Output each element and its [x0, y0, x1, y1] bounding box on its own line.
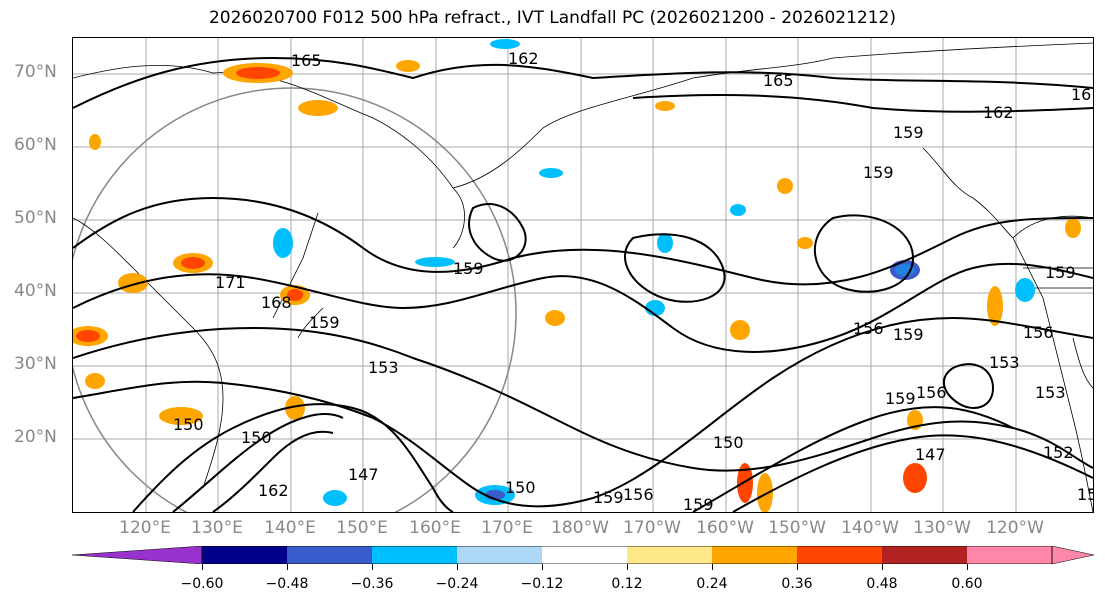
contour-label: 159: [863, 163, 894, 182]
contour-label: 16: [1071, 85, 1091, 104]
contour-label: 152: [1043, 443, 1074, 462]
colorbar-tick-label: −0.36: [350, 576, 394, 592]
colorbar-segment: [882, 546, 967, 564]
contour-label: 159: [309, 313, 340, 332]
lon-label: 120°E: [119, 518, 171, 538]
contour-label: 156: [916, 383, 947, 402]
contour-label: 159: [885, 389, 916, 408]
colorbar-segment: [542, 546, 627, 564]
map-title: 2026020700 F012 500 hPa refract., IVT La…: [208, 8, 896, 28]
contour-label: 156: [853, 319, 884, 338]
lon-label: 180°W: [551, 518, 609, 538]
lat-label-60n: 60°N: [14, 135, 57, 155]
colorbar-segment: [202, 546, 287, 564]
contour-label: 159: [893, 123, 924, 142]
lon-label: 150°E: [336, 518, 388, 538]
colorbar-tick-mark: [797, 564, 798, 570]
colorbar-tick-mark: [967, 564, 968, 570]
colorbar-segment: [287, 546, 372, 564]
contour-label: 165: [291, 51, 322, 70]
region-circle: [73, 87, 517, 512]
colorbar-segment: [712, 546, 797, 564]
colorbar-under-arrow: [72, 546, 203, 564]
contour-label: 159: [1045, 263, 1076, 282]
lon-label: 130°W: [913, 518, 971, 538]
contour-label: 153: [368, 358, 399, 377]
colorbar-tick-mark: [457, 564, 458, 570]
lat-label-20n: 20°N: [14, 427, 57, 447]
refractivity-contours: [73, 56, 1093, 512]
map-canvas: 165 162 165 162 16 159 159 171 168 159 1…: [73, 38, 1093, 512]
contour-label: 147: [348, 465, 379, 484]
colorbar-over-arrow: [1051, 546, 1094, 564]
contour-label: 150: [173, 415, 204, 434]
contour-label: 162: [258, 481, 289, 500]
colorbar-tick-label: −0.60: [180, 576, 224, 592]
coastlines: [73, 42, 1093, 512]
colorbar-tick-label: 0.24: [696, 576, 728, 592]
contour-label: 159: [893, 325, 924, 344]
lat-label-40n: 40°N: [14, 281, 57, 301]
contour-label: 171: [215, 273, 246, 292]
colorbar-outline: [201, 546, 1053, 564]
contour-label: 159: [593, 488, 624, 507]
map-panel: 165 162 165 162 16 159 159 171 168 159 1…: [72, 37, 1094, 513]
colorbar-tick-mark: [542, 564, 543, 570]
lon-label: 120°W: [986, 518, 1044, 538]
colorbar-tick-label: 0.12: [611, 576, 643, 592]
contour-labels: 165 162 165 162 16 159 159 171 168 159 1…: [173, 49, 1093, 512]
colorbar-segment: [967, 546, 1052, 564]
lon-label: 140°E: [264, 518, 316, 538]
contour-label: 150: [505, 478, 536, 497]
graticule: [73, 38, 1093, 512]
contour-label: 150: [713, 433, 744, 452]
colorbar-tick-mark: [882, 564, 883, 570]
colorbar-tick-label: −0.24: [435, 576, 479, 592]
contour-label: 165: [763, 71, 794, 90]
contour-label: 150: [241, 428, 272, 447]
lat-label-50n: 50°N: [14, 208, 57, 228]
colorbar-segment: [372, 546, 457, 564]
colorbar-segment: [627, 546, 712, 564]
colorbar-segment: [797, 546, 882, 564]
contour-label: 168: [261, 293, 292, 312]
colorbar-segment: [457, 546, 542, 564]
lon-label: 130°E: [191, 518, 243, 538]
colorbar-tick-mark: [287, 564, 288, 570]
contour-label: 159: [683, 495, 714, 512]
lat-label-30n: 30°N: [14, 354, 57, 374]
colorbar-tick-label: 0.36: [781, 576, 813, 592]
colorbar-tick-label: 0.48: [866, 576, 898, 592]
lon-label: 140°W: [841, 518, 899, 538]
lon-label: 160°E: [409, 518, 461, 538]
lon-label: 170°W: [623, 518, 681, 538]
contour-label: 162: [508, 49, 539, 68]
colorbar-tick-mark: [627, 564, 628, 570]
contour-label: 159: [1077, 485, 1093, 504]
ivt-shading: [73, 39, 1081, 512]
contour-label: 156: [623, 485, 654, 504]
colorbar-tick-label: −0.12: [520, 576, 564, 592]
colorbar: [72, 546, 1094, 564]
lat-label-70n: 70°N: [14, 62, 57, 82]
colorbar-tick-label: 0.60: [951, 576, 983, 592]
colorbar-tick-mark: [202, 564, 203, 570]
contour-label: 159: [453, 259, 484, 278]
contour-label: 162: [983, 103, 1014, 122]
colorbar-tick-mark: [372, 564, 373, 570]
contour-label: 147: [915, 445, 946, 464]
colorbar-tick-mark: [712, 564, 713, 570]
colorbar-tick-label: −0.48: [265, 576, 309, 592]
contour-label: 153: [989, 353, 1020, 372]
contour-label: 156: [1023, 323, 1054, 342]
lon-label: 150°W: [768, 518, 826, 538]
lon-label: 160°W: [696, 518, 754, 538]
lon-label: 170°E: [481, 518, 533, 538]
contour-label: 153: [1035, 383, 1066, 402]
